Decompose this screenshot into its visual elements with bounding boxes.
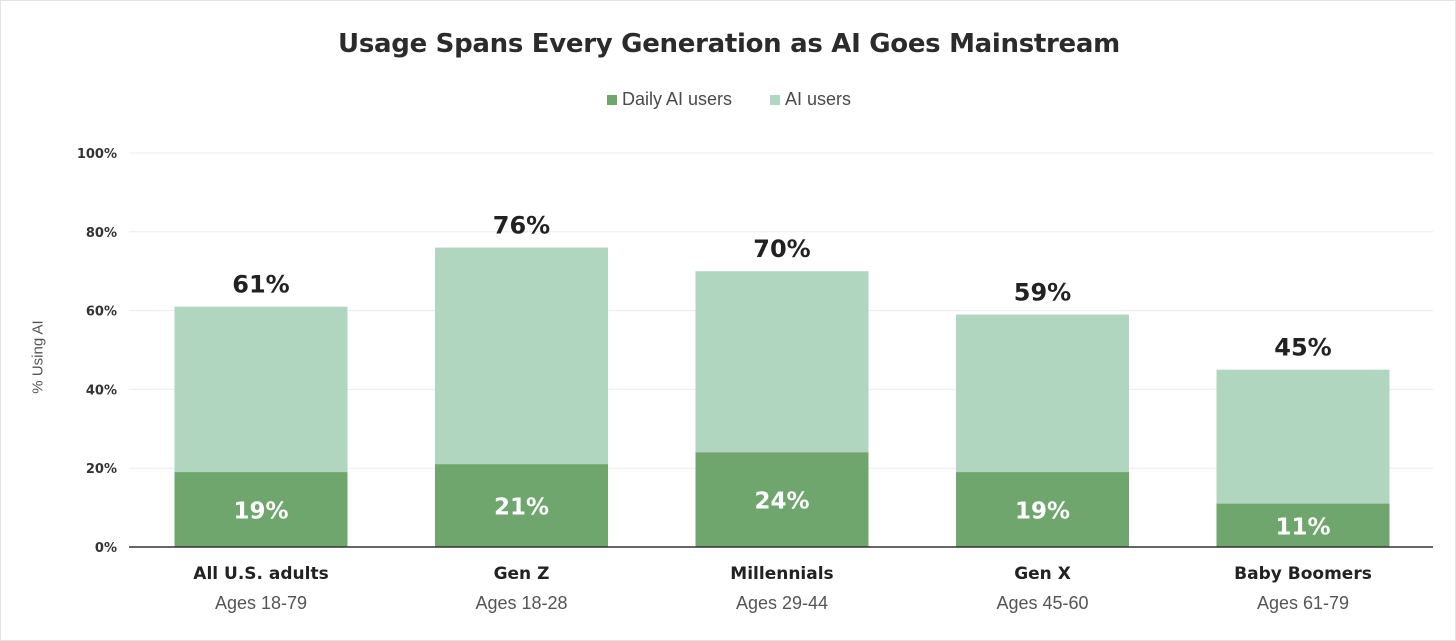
x-tick-label: Gen X <box>1014 564 1071 584</box>
legend-item-ai-users: AI users <box>770 89 851 110</box>
bar-daily-ai-users <box>435 464 608 547</box>
x-tick-sublabel: Ages 61-79 <box>1257 593 1349 613</box>
bar-daily-ai-users <box>956 472 1129 547</box>
x-tick-label: Baby Boomers <box>1234 564 1372 584</box>
x-tick-sublabel: Ages 29-44 <box>736 593 828 613</box>
data-label-ai-users: 76% <box>493 212 550 240</box>
y-tick-label: 80% <box>86 226 117 241</box>
data-label-daily: 24% <box>754 489 809 515</box>
legend-label-daily: Daily AI users <box>621 89 732 109</box>
data-label-daily: 19% <box>233 499 288 525</box>
bar-daily-ai-users <box>174 472 348 547</box>
data-label-daily: 11% <box>1275 514 1330 540</box>
legend-item-daily: Daily AI users <box>606 89 732 110</box>
y-tick-label: 60% <box>86 305 117 320</box>
legend-label-ai-users: AI users <box>785 89 852 109</box>
x-tick-sublabel: Ages 18-79 <box>215 593 307 613</box>
data-label-ai-users: 61% <box>232 271 289 299</box>
legend-swatch-ai-users <box>770 94 780 105</box>
data-label-ai-users: 70% <box>753 235 810 263</box>
legend-swatch-daily <box>606 94 617 105</box>
bar-daily-ai-users <box>1216 503 1390 547</box>
y-tick-label: 0% <box>95 541 117 556</box>
chart-title: Usage Spans Every Generation as AI Goes … <box>338 29 1120 59</box>
x-tick-sublabel: Ages 45-60 <box>996 593 1088 613</box>
y-tick-label: 40% <box>86 383 117 398</box>
x-tick-label: Gen Z <box>494 564 550 584</box>
x-tick-label: Millennials <box>730 564 833 584</box>
data-label-ai-users: 59% <box>1014 279 1071 307</box>
x-tick-label: All U.S. adults <box>193 564 328 584</box>
x-tick-sublabel: Ages 18-28 <box>475 593 567 613</box>
data-label-daily: 21% <box>494 495 549 521</box>
legend: Daily AI users AI users <box>1 89 1456 110</box>
y-tick-label: 100% <box>77 147 117 162</box>
data-label-daily: 19% <box>1015 499 1070 525</box>
data-label-ai-users: 45% <box>1274 334 1331 362</box>
bar-daily-ai-users <box>695 452 869 547</box>
y-tick-label: 20% <box>86 462 117 477</box>
